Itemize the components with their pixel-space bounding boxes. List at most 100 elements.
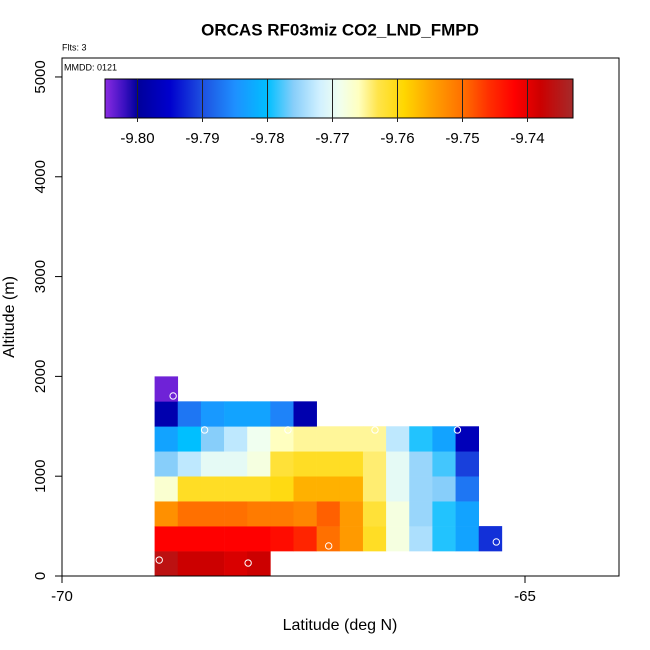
heat-cell	[455, 476, 480, 502]
heat-cell	[247, 551, 271, 577]
heat-cell	[386, 426, 410, 452]
heat-cell	[386, 501, 410, 527]
heat-cell	[224, 451, 248, 477]
heat-cell	[177, 426, 202, 452]
flight-point	[244, 559, 252, 567]
heat-cell	[154, 476, 179, 502]
heat-cell	[316, 476, 341, 502]
heat-cell	[432, 476, 456, 502]
heat-cell	[432, 526, 456, 552]
heat-cell	[293, 476, 317, 502]
heat-cell	[432, 451, 456, 477]
heat-cell	[247, 526, 271, 552]
colorbar-tick-label: -9.77	[315, 130, 349, 147]
heat-cell	[270, 426, 294, 452]
heat-cell	[247, 501, 271, 527]
heat-cell	[247, 426, 271, 452]
plot-frame	[61, 57, 620, 577]
heat-cell	[200, 526, 225, 552]
corner-label: Flts: 3	[62, 42, 87, 52]
heat-cell	[200, 501, 225, 527]
heat-cell	[154, 551, 179, 577]
heat-cell	[362, 451, 387, 477]
colorbar-tick-label: -9.78	[250, 130, 284, 147]
y-axis-label: Altitude (m)	[1, 276, 18, 358]
flight-point	[284, 426, 292, 434]
heat-cell	[270, 476, 294, 502]
heat-cell	[362, 526, 387, 552]
heat-cell	[339, 501, 364, 527]
heat-cell	[455, 501, 480, 527]
y-tick-label: 4000	[32, 160, 49, 193]
heat-cell	[247, 401, 271, 427]
heat-cell	[154, 526, 179, 552]
heat-cell	[270, 526, 294, 552]
heat-cell	[247, 451, 271, 477]
heat-cell	[224, 401, 248, 427]
heat-cell	[386, 526, 410, 552]
heat-cell	[455, 526, 480, 552]
heat-cell	[270, 401, 294, 427]
heat-cell	[200, 451, 225, 477]
heat-cell	[362, 476, 387, 502]
heat-cell	[270, 451, 294, 477]
colorbar-tick-label: -9.76	[380, 130, 414, 147]
y-tick-label: 2000	[32, 360, 49, 393]
chart-title: ORCAS RF03miz CO2_LND_FMPD	[201, 20, 479, 39]
flight-point	[371, 426, 379, 434]
heat-cell	[177, 401, 202, 427]
x-tick-label: -65	[514, 588, 536, 605]
heat-cell	[177, 526, 202, 552]
heat-cell	[247, 476, 271, 502]
heat-cell	[362, 426, 387, 452]
heat-cell	[224, 551, 248, 577]
colorbar-tick-label: -9.75	[445, 130, 479, 147]
heat-cell	[455, 426, 480, 452]
y-tick-label: 5000	[32, 60, 49, 93]
heat-cell	[362, 501, 387, 527]
flight-point	[169, 392, 177, 400]
colorbar-tick-label: -9.74	[510, 130, 544, 147]
colorbar-tick-label: -9.80	[120, 130, 154, 147]
heat-cell	[177, 451, 202, 477]
flight-point	[200, 426, 209, 434]
heat-cell	[478, 526, 503, 552]
heat-cell	[154, 501, 179, 527]
heat-cell	[293, 526, 317, 552]
heat-cell	[177, 476, 202, 502]
heat-cell	[177, 551, 202, 577]
annotation: MMDD: 0121	[64, 62, 117, 72]
heat-cell	[224, 426, 248, 452]
heat-cell	[293, 426, 317, 452]
flight-point	[453, 426, 462, 434]
heat-cell	[386, 451, 410, 477]
x-axis-label: Latitude (deg N)	[283, 617, 398, 634]
heat-cell	[409, 526, 433, 552]
heat-cell	[154, 426, 179, 452]
heat-cell	[409, 426, 433, 452]
flight-point	[324, 542, 333, 550]
heat-cell	[293, 501, 317, 527]
colorbar	[104, 78, 574, 119]
heat-cell	[224, 526, 248, 552]
heat-cell	[316, 526, 341, 552]
heat-cell	[316, 426, 341, 452]
y-tick-label: 1000	[32, 460, 49, 493]
heat-cell	[409, 501, 433, 527]
heat-cell	[154, 451, 179, 477]
heat-cell	[270, 501, 294, 527]
x-tick-label: -70	[51, 588, 73, 605]
flight-point	[492, 538, 501, 546]
heat-cell	[200, 401, 225, 427]
heat-cell	[455, 451, 480, 477]
heat-cell	[316, 501, 341, 527]
heat-cell	[154, 401, 179, 427]
heat-cell	[432, 501, 456, 527]
heat-cell	[409, 476, 433, 502]
colorbar-tick-label: -9.79	[185, 130, 219, 147]
y-tick-label: 0	[32, 572, 49, 580]
heat-cell	[154, 376, 179, 402]
heat-cell	[293, 401, 317, 427]
heat-cell	[200, 551, 225, 577]
